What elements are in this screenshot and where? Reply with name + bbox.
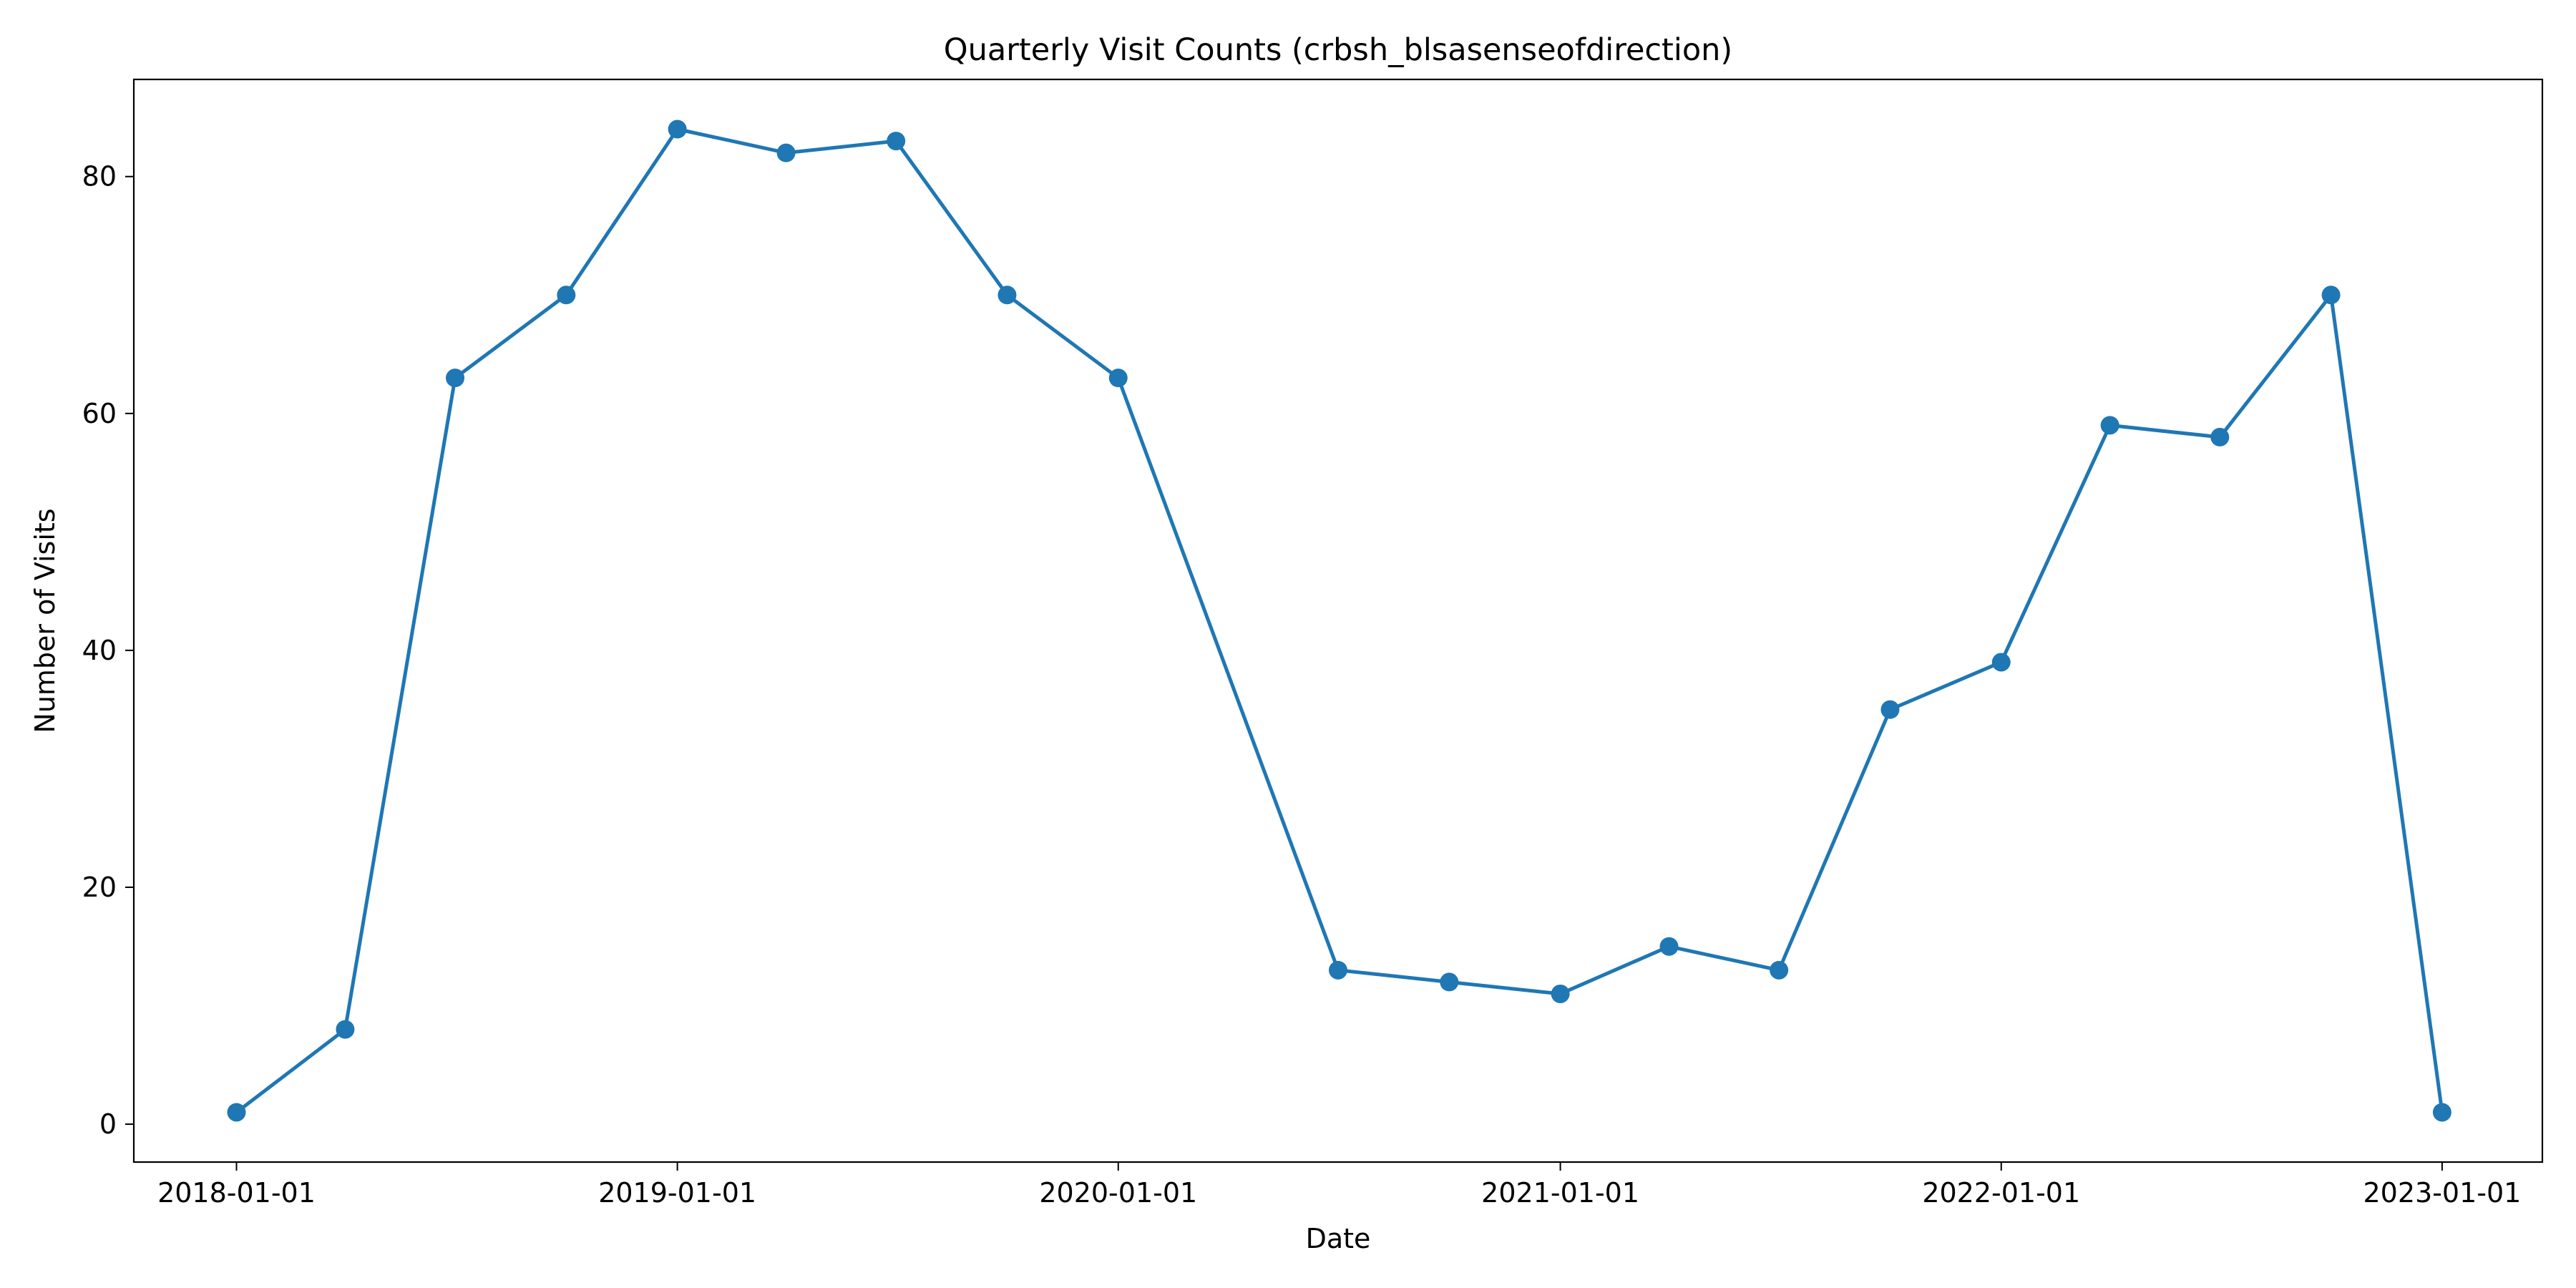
x-tick-label: 2018-01-01 [157, 1177, 316, 1209]
y-tick-label: 80 [82, 161, 117, 192]
plot-frame [132, 78, 2544, 1163]
x-tick-label: 2022-01-01 [1922, 1177, 2080, 1209]
data-point [227, 1103, 246, 1122]
y-tick-label: 20 [82, 872, 117, 903]
y-tick-label: 0 [99, 1108, 117, 1140]
x-tick-label: 2021-01-01 [1481, 1177, 1639, 1209]
data-point [887, 132, 906, 151]
data-point [2321, 286, 2341, 305]
data-point [336, 1020, 355, 1039]
data-point [1991, 653, 2011, 672]
data-point [1329, 960, 1347, 980]
data-point [1108, 369, 1128, 388]
data-point [1440, 972, 1459, 992]
data-point [668, 119, 687, 139]
x-tick-label: 2019-01-01 [598, 1177, 756, 1209]
data-point [2210, 427, 2230, 447]
data-point [1551, 984, 1570, 1003]
data-point [2100, 416, 2119, 435]
data-point [997, 286, 1017, 305]
chart-title: Quarterly Visit Counts (crbsh_blsasenseo… [944, 32, 1732, 68]
series-line-group [227, 119, 2451, 1122]
data-point [1770, 960, 1789, 980]
data-point [446, 369, 465, 388]
y-tick-label: 60 [82, 398, 117, 429]
x-tick-label: 2023-01-01 [2363, 1177, 2521, 1209]
data-point [1659, 937, 1679, 956]
x-axis-label: Date [1306, 1223, 1371, 1254]
y-tick-label: 40 [82, 635, 117, 666]
y-axis-label: Number of Visits [29, 508, 61, 733]
data-point [2432, 1103, 2451, 1122]
data-point [776, 143, 796, 162]
data-point [557, 286, 576, 305]
series-line [235, 127, 2444, 1114]
x-tick-label: 2020-01-01 [1039, 1177, 1197, 1209]
data-point [1880, 700, 1900, 719]
axis-ticks: 2018-01-01 2019-01-01 2020-01-01 2021-01-01… [82, 161, 2522, 1209]
